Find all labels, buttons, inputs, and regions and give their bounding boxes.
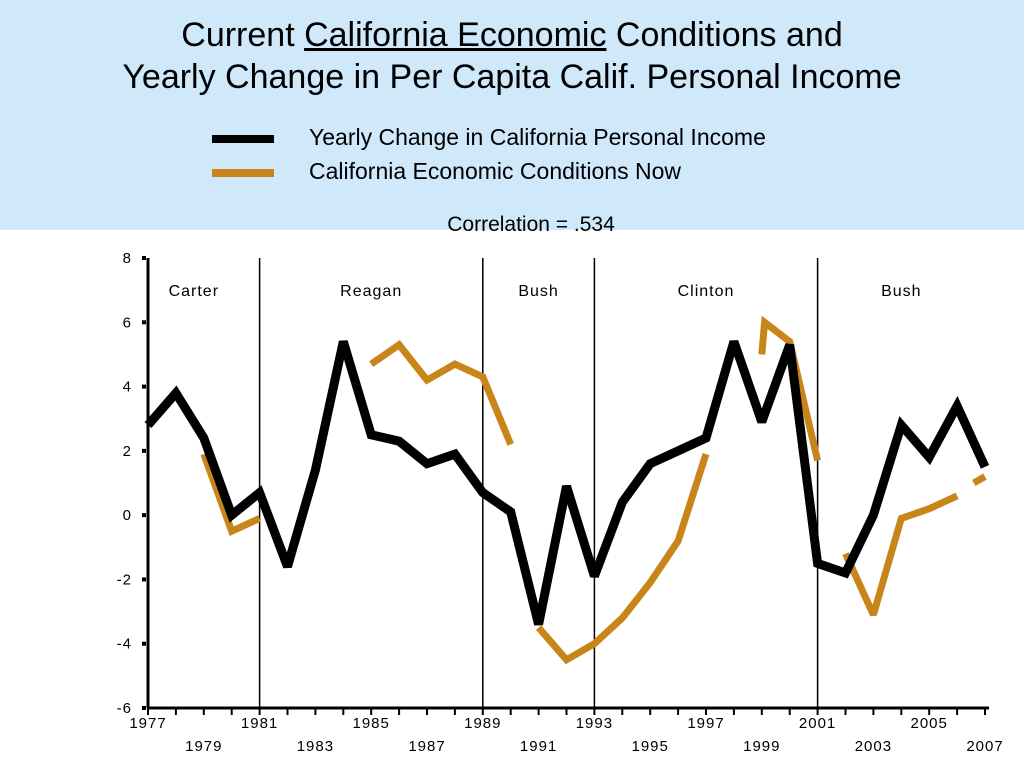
y-tick-mark bbox=[142, 577, 146, 582]
era-label: Clinton bbox=[678, 283, 735, 300]
series-line-conditions bbox=[972, 473, 987, 487]
x-tick-label: 1979 bbox=[185, 738, 222, 755]
y-tick-mark bbox=[142, 448, 146, 453]
x-tick-label: 2005 bbox=[911, 715, 948, 732]
x-tick-label: 2003 bbox=[855, 738, 892, 755]
title-line-1: Current California Economic Conditions a… bbox=[0, 14, 1024, 56]
x-tick-label: 1989 bbox=[464, 715, 501, 732]
x-tick-label: 1993 bbox=[576, 715, 613, 732]
legend-label-income: Yearly Change in California Personal Inc… bbox=[309, 124, 766, 150]
era-label: Bush bbox=[881, 283, 921, 300]
title-line-1-post: Conditions and bbox=[606, 16, 843, 54]
y-tick-label: -4 bbox=[117, 636, 132, 653]
y-tick-label: 2 bbox=[123, 443, 132, 460]
title-line-2: Yearly Change in Per Capita Calif. Perso… bbox=[122, 58, 902, 96]
y-tick-mark bbox=[142, 706, 146, 710]
x-tick-label: 1987 bbox=[408, 738, 445, 755]
legend-swatch-conditions bbox=[212, 169, 274, 177]
era-label: Reagan bbox=[340, 283, 402, 300]
legend-swatch-income bbox=[212, 135, 274, 143]
series-line-income bbox=[144, 340, 990, 626]
y-tick-label: 6 bbox=[123, 314, 132, 331]
y-tick-label: 0 bbox=[123, 507, 132, 524]
y-tick-label: 4 bbox=[123, 379, 132, 396]
title-line-1-pre: Current bbox=[181, 16, 305, 54]
x-tick-label: 2001 bbox=[799, 715, 836, 732]
x-tick-label: 2007 bbox=[966, 738, 1003, 755]
series-line-conditions bbox=[535, 453, 710, 665]
x-tick-label: 1985 bbox=[353, 715, 390, 732]
header-band bbox=[0, 0, 1024, 230]
series-line-conditions bbox=[369, 340, 514, 446]
x-tick-label: 1981 bbox=[241, 715, 278, 732]
y-tick-mark bbox=[142, 384, 146, 389]
era-label: Carter bbox=[169, 283, 219, 300]
legend-item-income: Yearly Change in California Personal Inc… bbox=[212, 124, 832, 158]
x-tick-label: 1997 bbox=[687, 715, 724, 732]
series-line-conditions bbox=[842, 492, 959, 617]
chart-title: Current California Economic Conditions a… bbox=[0, 14, 1024, 98]
x-tick-label: 1991 bbox=[520, 738, 557, 755]
series-line-conditions bbox=[200, 452, 262, 536]
series-line-conditions bbox=[758, 315, 822, 462]
x-tick-label: 1983 bbox=[297, 738, 334, 755]
y-tick-mark bbox=[142, 641, 146, 646]
x-tick-label: 1999 bbox=[743, 738, 780, 755]
legend-label-conditions: California Economic Conditions Now bbox=[309, 158, 681, 184]
correlation-annotation: Correlation = .534 bbox=[447, 213, 615, 236]
y-tick-mark bbox=[142, 513, 146, 518]
y-tick-mark bbox=[142, 256, 146, 260]
x-tick-label: 1995 bbox=[632, 738, 669, 755]
era-label: Bush bbox=[518, 283, 558, 300]
title-underlined-text: California Economic bbox=[304, 16, 607, 54]
x-tick-label: 1977 bbox=[129, 715, 166, 732]
y-tick-mark bbox=[142, 320, 146, 325]
y-tick-label: -6 bbox=[117, 700, 132, 717]
legend-item-conditions: California Economic Conditions Now bbox=[212, 158, 832, 192]
y-tick-label: 8 bbox=[123, 250, 132, 267]
y-tick-label: -2 bbox=[117, 571, 132, 588]
